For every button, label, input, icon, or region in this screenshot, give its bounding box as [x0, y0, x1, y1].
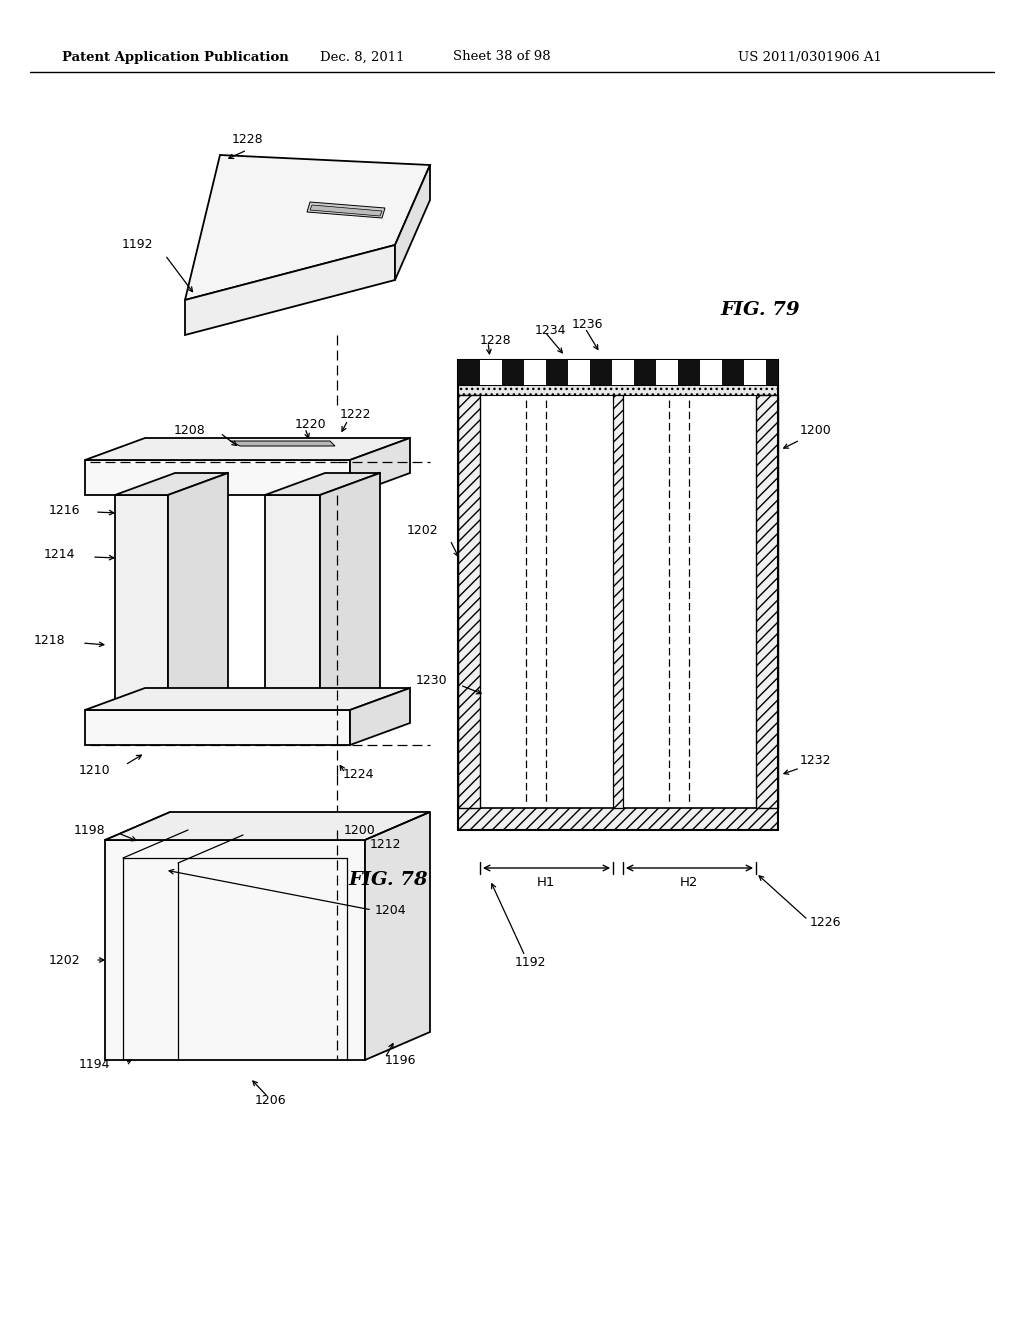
Polygon shape	[307, 202, 385, 218]
Polygon shape	[168, 473, 228, 710]
Polygon shape	[85, 688, 410, 710]
Polygon shape	[458, 360, 480, 385]
Text: 1206: 1206	[254, 1093, 286, 1106]
Polygon shape	[480, 360, 502, 385]
Polygon shape	[458, 395, 480, 808]
Polygon shape	[319, 473, 380, 710]
Polygon shape	[105, 840, 365, 1060]
Text: 1212: 1212	[370, 838, 401, 851]
Polygon shape	[310, 205, 382, 216]
Text: US 2011/0301906 A1: US 2011/0301906 A1	[738, 50, 882, 63]
Polygon shape	[350, 438, 410, 495]
Polygon shape	[105, 812, 430, 840]
Text: 1224: 1224	[343, 768, 375, 781]
Text: 1200: 1200	[344, 824, 376, 837]
Polygon shape	[524, 360, 546, 385]
Text: FIG. 79: FIG. 79	[720, 301, 800, 319]
Text: 1236: 1236	[572, 318, 603, 331]
Text: H1: H1	[537, 876, 555, 890]
Polygon shape	[656, 360, 678, 385]
Text: 1198: 1198	[74, 824, 105, 837]
Polygon shape	[568, 360, 590, 385]
Text: 1204: 1204	[375, 903, 407, 916]
Polygon shape	[395, 165, 430, 280]
Polygon shape	[115, 473, 228, 495]
Polygon shape	[85, 710, 350, 744]
Text: 1230: 1230	[416, 673, 447, 686]
Polygon shape	[546, 360, 568, 385]
Polygon shape	[634, 360, 656, 385]
Polygon shape	[458, 385, 778, 395]
Polygon shape	[230, 441, 335, 446]
Text: Patent Application Publication: Patent Application Publication	[62, 50, 289, 63]
Text: 1234: 1234	[535, 323, 566, 337]
Polygon shape	[502, 360, 524, 385]
Text: 1220: 1220	[295, 418, 327, 432]
Text: Sheet 38 of 98: Sheet 38 of 98	[454, 50, 551, 63]
Polygon shape	[744, 360, 766, 385]
Polygon shape	[85, 438, 410, 459]
Text: 1208: 1208	[173, 424, 205, 437]
Polygon shape	[458, 808, 778, 830]
Text: 1192: 1192	[122, 239, 153, 252]
Text: 1222: 1222	[340, 408, 372, 421]
Text: 1194: 1194	[79, 1059, 110, 1072]
Text: 1228: 1228	[231, 133, 263, 147]
Polygon shape	[766, 360, 778, 385]
Text: 1200: 1200	[800, 424, 831, 437]
Polygon shape	[365, 812, 430, 1060]
Text: 1210: 1210	[79, 763, 110, 776]
Polygon shape	[613, 395, 623, 808]
Polygon shape	[350, 688, 410, 744]
Polygon shape	[458, 360, 778, 385]
Polygon shape	[85, 459, 350, 495]
Polygon shape	[265, 473, 380, 495]
Text: 1218: 1218	[34, 634, 65, 647]
Text: 1226: 1226	[810, 916, 842, 929]
Polygon shape	[678, 360, 700, 385]
Text: 1216: 1216	[48, 503, 80, 516]
Text: 1228: 1228	[480, 334, 512, 346]
Text: H2: H2	[680, 876, 698, 890]
Text: 1196: 1196	[385, 1053, 417, 1067]
Polygon shape	[590, 360, 612, 385]
Text: 1202: 1202	[407, 524, 438, 536]
Text: 1202: 1202	[48, 953, 80, 966]
Polygon shape	[185, 246, 395, 335]
Polygon shape	[265, 495, 319, 710]
Polygon shape	[700, 360, 722, 385]
Text: 1192: 1192	[514, 957, 546, 969]
Polygon shape	[115, 495, 168, 710]
Polygon shape	[722, 360, 744, 385]
Text: 1232: 1232	[800, 754, 831, 767]
Text: 1214: 1214	[43, 549, 75, 561]
Polygon shape	[612, 360, 634, 385]
Polygon shape	[756, 395, 778, 808]
Polygon shape	[185, 154, 430, 300]
Text: FIG. 78: FIG. 78	[348, 871, 428, 888]
Text: Dec. 8, 2011: Dec. 8, 2011	[319, 50, 404, 63]
